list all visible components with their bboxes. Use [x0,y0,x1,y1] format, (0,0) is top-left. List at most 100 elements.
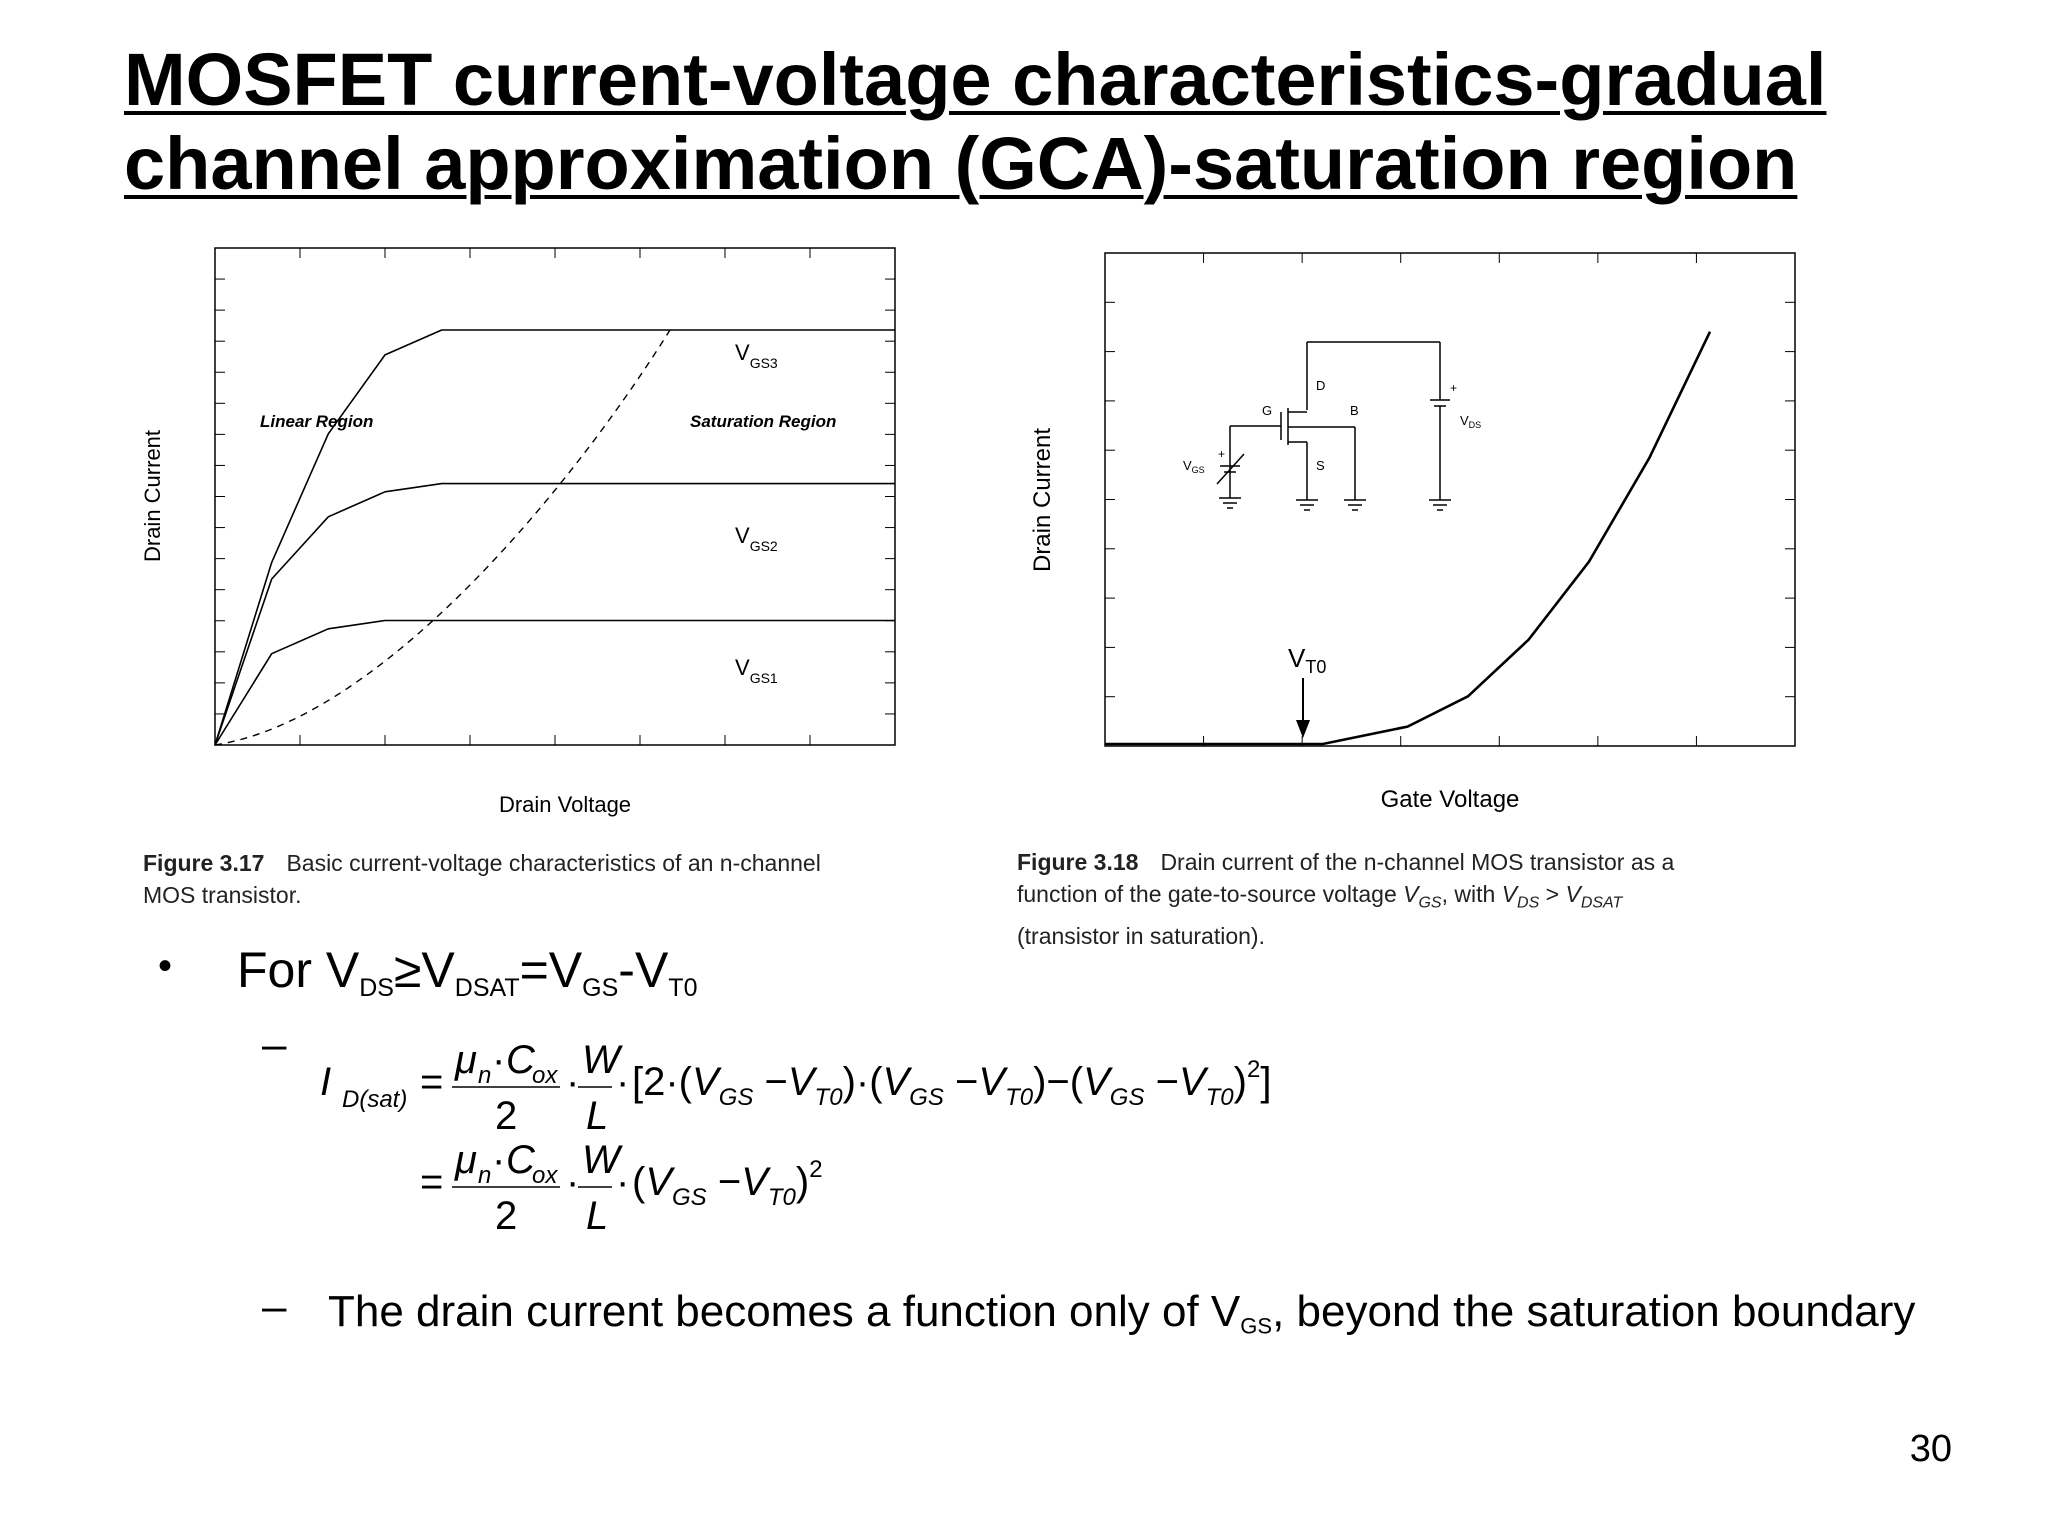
eq-n-sub: n [478,1162,491,1189]
eq-dot: · [616,1060,629,1104]
y-axis-label: Drain Current [1029,428,1056,572]
figure-3-17-iv-characteristics: Linear Region Saturation Region VGS3 VGS… [140,247,896,817]
eq-ox-sub: ox [532,1162,558,1189]
linear-region-label: Linear Region [260,412,373,431]
vgs1-label: VGS1 [735,655,778,686]
caption-gt: > [1539,881,1566,907]
plot-frame [214,247,896,746]
statement-text-a: The drain current becomes a function onl… [328,1287,1241,1336]
axis-ticks [1105,253,1795,746]
eq-mu: μ [454,1038,477,1082]
sub-dsat: DSAT [454,973,520,1002]
eq-dot: · [492,1138,505,1182]
circuit-gate-label: G [1262,403,1272,418]
caption-text-b: , with [1441,881,1502,907]
vt0-label-sub: T0 [1305,657,1326,677]
statement-text-b: , beyond the saturation boundary [1272,1287,1916,1336]
slide-title-line-1: MOSFET current-voltage characteristics-g… [124,38,1827,121]
caption-vgs-main: V [1403,881,1419,907]
caption-line-3: (transistor in saturation). [1017,922,1265,949]
slide-title-line-2: channel approximation (GCA)-saturation r… [124,122,1798,205]
eq-dot: · [566,1160,579,1204]
sub-ds: DS [359,973,394,1002]
circuit-source-label: S [1316,458,1325,473]
vgs3-label-sub: GS3 [750,355,778,371]
vgs2-label: VGS2 [735,523,778,554]
statement-sub-gs: GS [1240,1313,1273,1339]
circuit-vds-label: VDS [1460,413,1481,430]
y-axis-label: Drain Current [140,430,165,562]
eq-L: L [586,1194,608,1238]
vt0-label-main: V [1288,643,1306,673]
x-axis-label: Drain Voltage [499,792,631,817]
figure-3-18-caption: Figure 3.18 Drain current of the n-channe… [1017,846,1837,952]
caption-line-1: Figure 3.18 Drain current of the n-channe… [1017,846,1837,878]
caption-vgs: VGS [1403,881,1441,912]
text-for-v: For V [237,942,360,998]
vgs2-label-main: V [735,523,750,548]
mosfet-circuit-diagram [1216,341,1450,500]
eq-D-sat-sub: D(sat) [342,1086,407,1113]
circuit-vgs-label: VGS [1183,458,1205,475]
text-minus-v: -V [618,942,669,998]
eq-mu: μ [454,1138,477,1182]
vgs3-label-main: V [735,340,750,365]
caption-figure-label: Figure 3.18 [1017,849,1139,875]
vgs1-label-sub: GS1 [750,670,778,686]
figure-3-18-transfer-characteristic: VT0 D G B S + + VDS VGS Drain Current [1029,252,1796,813]
figure-3-17-caption: Figure 3.17 Basic current-voltage charact… [143,847,903,911]
circuit-plus-vds: + [1450,381,1457,395]
caption-vdsat: VDSAT [1565,881,1622,912]
circuit-plus-vgs: + [1218,447,1225,461]
eq-equals: = [420,1160,443,1204]
caption-text: Drain current of the n-channel MOS trans… [1160,849,1675,875]
caption-figure-label: Figure 3.17 [143,850,265,876]
vgs3-label: VGS3 [735,340,778,371]
eq-C: C [506,1038,536,1082]
eq-dot: · [566,1060,579,1104]
caption-vds: VDS [1502,881,1540,912]
sub-gs: GS [582,973,619,1002]
eq-W: W [582,1038,623,1082]
caption-vdsat-sub: DSAT [1580,894,1623,912]
caption-line-1: Figure 3.17 Basic current-voltage charact… [143,847,903,879]
caption-text-a: function of the gate-to-source voltage [1017,881,1404,907]
circuit-vgs-sub: GS [1192,465,1205,475]
eq-dot: · [492,1038,505,1082]
eq-equals: = [420,1060,443,1104]
drain-current-curve [1105,331,1712,746]
sub-bullet-dash-1: – [262,1020,287,1069]
circuit-vds-sub: DS [1469,420,1482,430]
ground-symbols [1219,497,1451,511]
caption-line-2: MOS transistor. [143,882,302,908]
eq-bracket-term: [2·(VGS −VT0)·(VGS −VT0)−(VGS −VT0)2] [632,1056,1271,1111]
caption-text: Basic current-voltage characteristics of… [286,850,821,876]
curve-vgs2 [214,482,895,746]
eq-ox-sub: ox [532,1062,558,1089]
slide-title: MOSFET current-voltage characteristics-g… [124,38,1924,206]
axis-ticks [215,248,895,745]
vgs1-label-main: V [735,655,750,680]
drain-current-statement: The drain current becomes a function onl… [328,1282,1915,1357]
eq-square-term: (VGS −VT0)2 [632,1156,823,1211]
x-axis-label: Gate Voltage [1381,786,1520,813]
sub-t0: T0 [668,973,698,1002]
caption-vdsat-main: V [1565,881,1581,907]
vt0-arrow-head [1296,720,1310,738]
curve-vgs3 [214,329,895,746]
caption-vgs-sub: GS [1418,894,1442,912]
page-number: 30 [1909,1428,1952,1470]
eq-two: 2 [495,1194,517,1238]
circuit-vgs-main: V [1183,458,1192,473]
curves-group [214,329,895,746]
saturation-boundary-dashed-line [214,329,671,746]
eq-C: C [506,1138,536,1182]
eq-two: 2 [495,1094,517,1138]
caption-line-2: function of the gate-to-source voltage V… [1017,878,1837,920]
sub-bullet-dash-2: – [262,1282,287,1331]
text-eq-v: =V [519,942,583,998]
eq-dot: · [616,1160,629,1204]
text-geq-v: ≥V [393,942,455,998]
circuit-drain-label: D [1316,378,1325,393]
